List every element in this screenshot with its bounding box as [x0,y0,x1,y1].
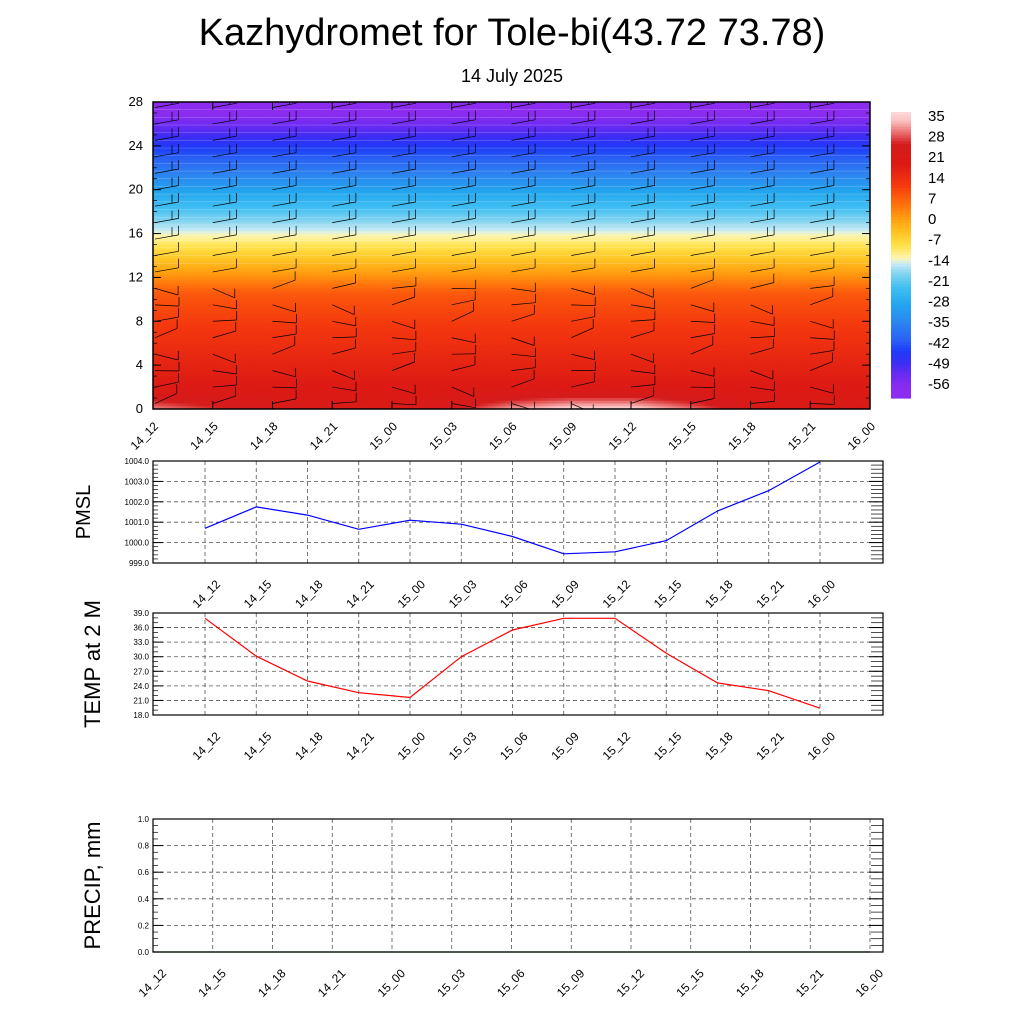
cross-section-field [153,94,894,413]
